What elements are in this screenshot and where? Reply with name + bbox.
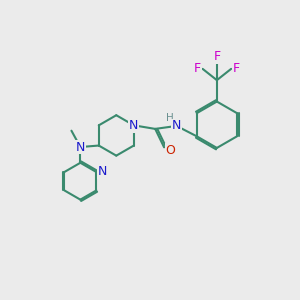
Text: F: F (233, 62, 240, 75)
Text: H: H (166, 113, 174, 124)
Text: N: N (129, 119, 139, 132)
Text: N: N (172, 119, 181, 132)
Text: N: N (98, 166, 107, 178)
Text: N: N (76, 140, 85, 154)
Text: F: F (194, 62, 201, 75)
Text: F: F (213, 50, 220, 63)
Text: O: O (166, 144, 176, 157)
